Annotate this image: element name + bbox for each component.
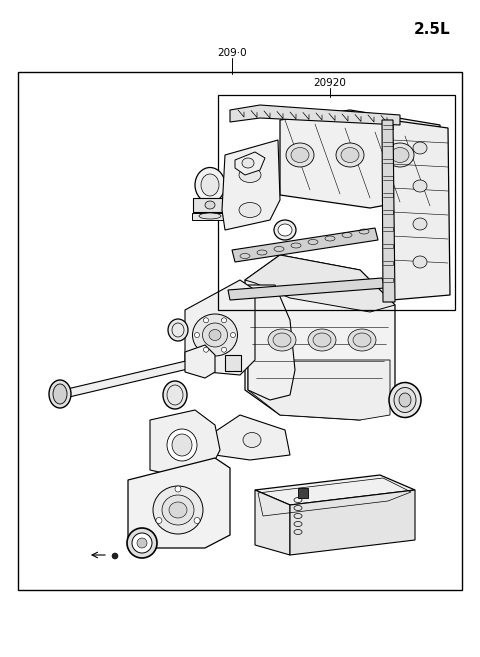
- Polygon shape: [230, 105, 400, 125]
- Ellipse shape: [341, 148, 359, 162]
- Ellipse shape: [137, 538, 147, 548]
- Polygon shape: [128, 458, 230, 548]
- Ellipse shape: [175, 486, 181, 492]
- Polygon shape: [63, 360, 192, 398]
- Polygon shape: [290, 490, 415, 555]
- Ellipse shape: [413, 142, 427, 154]
- Polygon shape: [192, 213, 229, 220]
- Ellipse shape: [386, 143, 414, 167]
- Ellipse shape: [313, 333, 331, 347]
- Polygon shape: [390, 120, 450, 300]
- Ellipse shape: [194, 332, 200, 338]
- Polygon shape: [248, 360, 390, 420]
- Ellipse shape: [348, 329, 376, 351]
- Polygon shape: [235, 152, 265, 175]
- Ellipse shape: [221, 347, 227, 352]
- Ellipse shape: [391, 148, 409, 162]
- Ellipse shape: [156, 518, 162, 524]
- Ellipse shape: [242, 158, 254, 168]
- Ellipse shape: [53, 384, 67, 404]
- Bar: [225, 355, 241, 371]
- Ellipse shape: [172, 434, 192, 456]
- Polygon shape: [382, 120, 395, 302]
- Bar: [18, 72, 462, 590]
- Ellipse shape: [192, 314, 238, 356]
- Text: 209·0: 209·0: [217, 48, 247, 58]
- Ellipse shape: [167, 429, 197, 461]
- Ellipse shape: [273, 333, 291, 347]
- Ellipse shape: [195, 168, 225, 202]
- Ellipse shape: [389, 382, 421, 417]
- Ellipse shape: [413, 218, 427, 230]
- Ellipse shape: [413, 180, 427, 192]
- Polygon shape: [255, 490, 290, 555]
- Ellipse shape: [239, 202, 261, 217]
- Ellipse shape: [243, 432, 261, 447]
- Ellipse shape: [230, 332, 236, 338]
- Ellipse shape: [413, 256, 427, 268]
- Polygon shape: [185, 280, 255, 375]
- Ellipse shape: [399, 393, 411, 407]
- Ellipse shape: [153, 486, 203, 534]
- Bar: [218, 95, 455, 310]
- Ellipse shape: [162, 495, 194, 525]
- Polygon shape: [245, 255, 395, 312]
- Polygon shape: [150, 410, 220, 478]
- Polygon shape: [185, 345, 215, 378]
- Ellipse shape: [274, 220, 296, 240]
- Ellipse shape: [353, 333, 371, 347]
- Polygon shape: [255, 475, 415, 505]
- Ellipse shape: [112, 553, 118, 559]
- Ellipse shape: [201, 174, 219, 196]
- Ellipse shape: [205, 201, 215, 209]
- Ellipse shape: [394, 388, 416, 413]
- Polygon shape: [193, 198, 228, 212]
- Ellipse shape: [308, 329, 336, 351]
- Ellipse shape: [221, 318, 227, 323]
- Polygon shape: [280, 110, 440, 208]
- Ellipse shape: [268, 329, 296, 351]
- Polygon shape: [210, 415, 290, 460]
- Ellipse shape: [286, 143, 314, 167]
- Ellipse shape: [239, 168, 261, 183]
- Ellipse shape: [132, 533, 152, 553]
- Ellipse shape: [204, 318, 208, 323]
- Ellipse shape: [209, 330, 221, 340]
- Ellipse shape: [169, 502, 187, 518]
- Polygon shape: [228, 278, 385, 300]
- Ellipse shape: [49, 380, 71, 408]
- Polygon shape: [248, 285, 295, 400]
- Ellipse shape: [278, 224, 292, 236]
- Ellipse shape: [336, 143, 364, 167]
- Polygon shape: [222, 140, 280, 230]
- Polygon shape: [232, 228, 378, 262]
- Ellipse shape: [203, 323, 228, 347]
- Polygon shape: [245, 255, 395, 420]
- Ellipse shape: [291, 148, 309, 162]
- Ellipse shape: [163, 381, 187, 409]
- Ellipse shape: [199, 213, 221, 219]
- Ellipse shape: [194, 518, 200, 524]
- Text: 2.5L: 2.5L: [413, 22, 450, 37]
- Ellipse shape: [168, 319, 188, 341]
- Text: 20920: 20920: [313, 78, 347, 88]
- Ellipse shape: [204, 347, 208, 352]
- Bar: [298, 488, 308, 498]
- Ellipse shape: [127, 528, 157, 558]
